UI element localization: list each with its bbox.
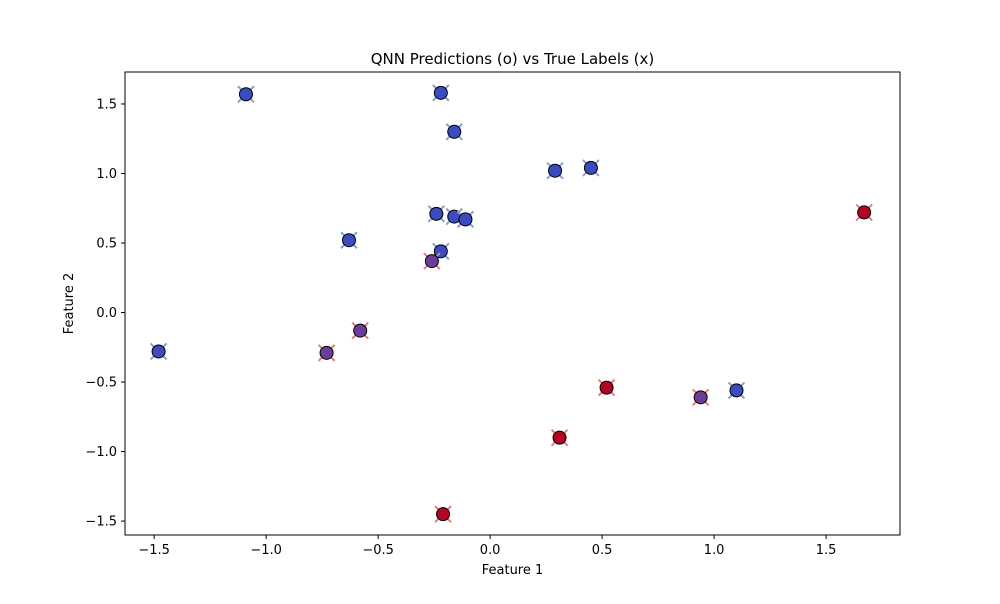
- data-point: [597, 378, 616, 397]
- y-tick-label: −1.5: [85, 515, 117, 530]
- y-axis-label: Feature 2: [62, 273, 77, 335]
- prediction-marker: [238, 87, 253, 102]
- y-tick-label: −0.5: [85, 376, 117, 391]
- x-tick-label: 0.0: [480, 543, 501, 558]
- data-point: [237, 85, 255, 103]
- data-point: [456, 210, 475, 229]
- x-tick-label: 1.5: [816, 543, 837, 558]
- x-tick-label: −1.5: [138, 543, 170, 558]
- data-point: [855, 203, 873, 222]
- x-tick-label: −1.0: [250, 543, 282, 558]
- x-axis: −1.5 −1.0 −0.5 0.0 0.5 1.0 1.5: [138, 535, 836, 558]
- y-tick-label: 1.0: [96, 167, 117, 182]
- data-point: [434, 505, 452, 523]
- prediction-marker: [341, 233, 356, 248]
- x-tick-label: 0.5: [592, 543, 613, 558]
- prediction-marker: [552, 430, 567, 445]
- prediction-marker: [857, 205, 872, 220]
- y-tick-label: 0.0: [96, 306, 117, 321]
- data-point: [317, 344, 336, 362]
- data-point: [546, 162, 564, 180]
- data-point: [351, 321, 369, 340]
- prediction-marker: [151, 344, 166, 359]
- prediction-marker: [599, 380, 614, 395]
- prediction-marker: [436, 507, 451, 522]
- data-point: [427, 205, 446, 223]
- y-tick-label: −1.0: [85, 445, 117, 460]
- x-tick-label: −0.5: [362, 543, 394, 558]
- prediction-marker: [458, 212, 473, 227]
- x-axis-label: Feature 1: [482, 563, 544, 578]
- plot-area: [149, 84, 873, 523]
- prediction-marker: [693, 390, 708, 405]
- data-point: [423, 252, 441, 270]
- prediction-marker: [353, 323, 368, 338]
- data-point: [432, 84, 450, 102]
- data-point: [149, 342, 168, 361]
- data-point: [691, 388, 710, 407]
- prediction-marker: [583, 160, 598, 175]
- prediction-marker: [319, 345, 334, 360]
- prediction-marker: [433, 85, 448, 100]
- y-tick-label: 1.5: [96, 97, 117, 112]
- prediction-marker: [548, 163, 563, 178]
- data-point: [445, 123, 463, 141]
- prediction-marker: [424, 254, 439, 269]
- y-axis: −1.5 −1.0 −0.5 0.0 0.5 1.0 1.5: [85, 97, 125, 530]
- data-point: [727, 381, 746, 400]
- data-point: [340, 231, 358, 249]
- y-tick-label: 0.5: [96, 237, 117, 252]
- axes-frame: [124, 71, 901, 536]
- chart-title: QNN Predictions (o) vs True Labels (x): [371, 50, 654, 68]
- prediction-marker: [447, 124, 462, 139]
- prediction-marker: [429, 206, 444, 221]
- data-point: [550, 428, 569, 447]
- prediction-marker: [729, 383, 744, 398]
- x-tick-label: 1.0: [704, 543, 725, 558]
- data-point: [582, 159, 600, 177]
